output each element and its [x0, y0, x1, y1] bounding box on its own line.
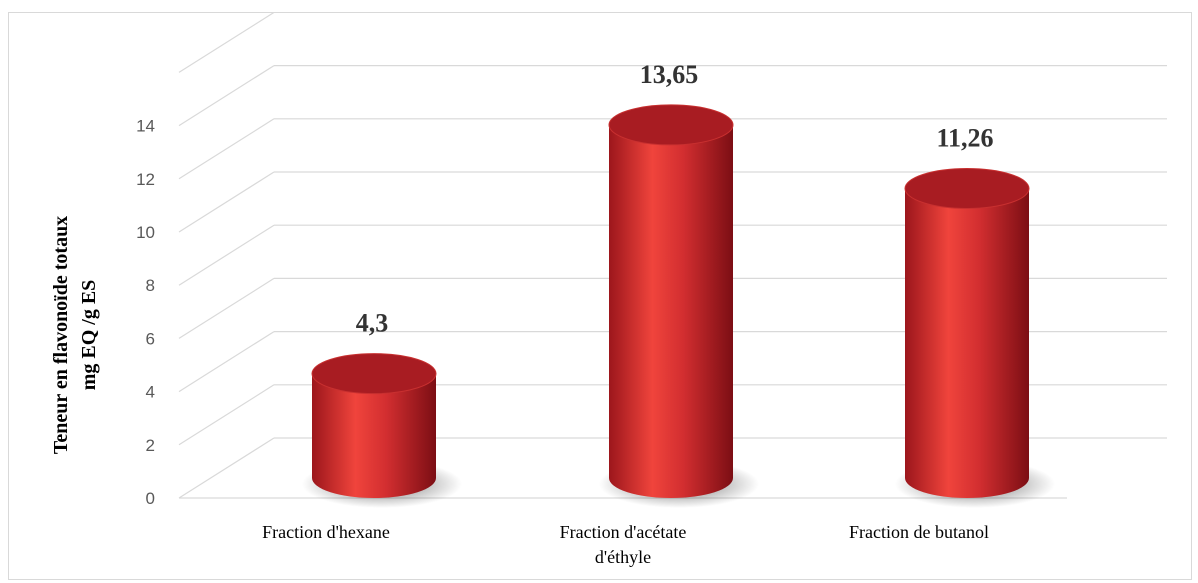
gridline-side	[178, 65, 275, 127]
x-tick-label: Fraction d'hexane	[262, 522, 390, 542]
bar	[895, 167, 1055, 508]
data-label: 4,3	[356, 309, 389, 338]
chart-frame: 0 2 4 6 8 10 12 14 4,3 13,65 11,26 Fraction d'hex…	[8, 12, 1192, 580]
gridline-side	[178, 331, 275, 393]
bar-top	[608, 104, 734, 146]
gridline-side	[178, 118, 275, 180]
y-axis-title-line-1: Teneur en flavonoïde totaux	[50, 216, 72, 454]
y-tick-label: 12	[136, 170, 155, 189]
bar-body	[609, 124, 733, 498]
y-axis-title: Teneur en flavonoïde totaux mg EQ /g ES	[50, 216, 100, 454]
bar	[599, 104, 759, 508]
x-axis-labels: Fraction d'hexane Fraction d'acétate d'éth…	[262, 522, 989, 567]
y-tick-label: 14	[136, 117, 155, 136]
y-tick-label: 4	[146, 383, 155, 402]
bar	[302, 353, 462, 508]
gridline-side	[178, 277, 275, 339]
bar-body	[312, 373, 436, 498]
y-axis-title-line-2: mg EQ /g ES	[78, 280, 100, 391]
y-tick-label: 6	[146, 329, 155, 348]
gridline-side	[178, 171, 275, 233]
data-labels: 4,3 13,65 11,26	[356, 60, 994, 338]
y-tick-label: 0	[146, 489, 155, 508]
bar-top	[311, 353, 437, 395]
gridline-side	[178, 13, 275, 73]
y-tick-label: 10	[136, 223, 155, 242]
bar-chart: 0 2 4 6 8 10 12 14 4,3 13,65 11,26 Fraction d'hex…	[50, 13, 1167, 567]
gridline-side	[178, 224, 275, 286]
y-tick-label: 2	[146, 436, 155, 455]
x-tick-label: Fraction d'acétate d'éthyle	[560, 522, 687, 567]
gridline-side	[178, 384, 275, 446]
x-tick-label: Fraction de butanol	[849, 522, 989, 542]
bar-top	[904, 167, 1030, 209]
data-label: 11,26	[936, 123, 993, 152]
bar-body	[905, 188, 1029, 498]
y-tick-label: 8	[146, 276, 155, 295]
data-label: 13,65	[640, 60, 699, 89]
gridline-side	[178, 437, 275, 499]
y-axis-ticks: 0 2 4 6 8 10 12 14	[136, 117, 155, 508]
bars	[302, 104, 1055, 508]
